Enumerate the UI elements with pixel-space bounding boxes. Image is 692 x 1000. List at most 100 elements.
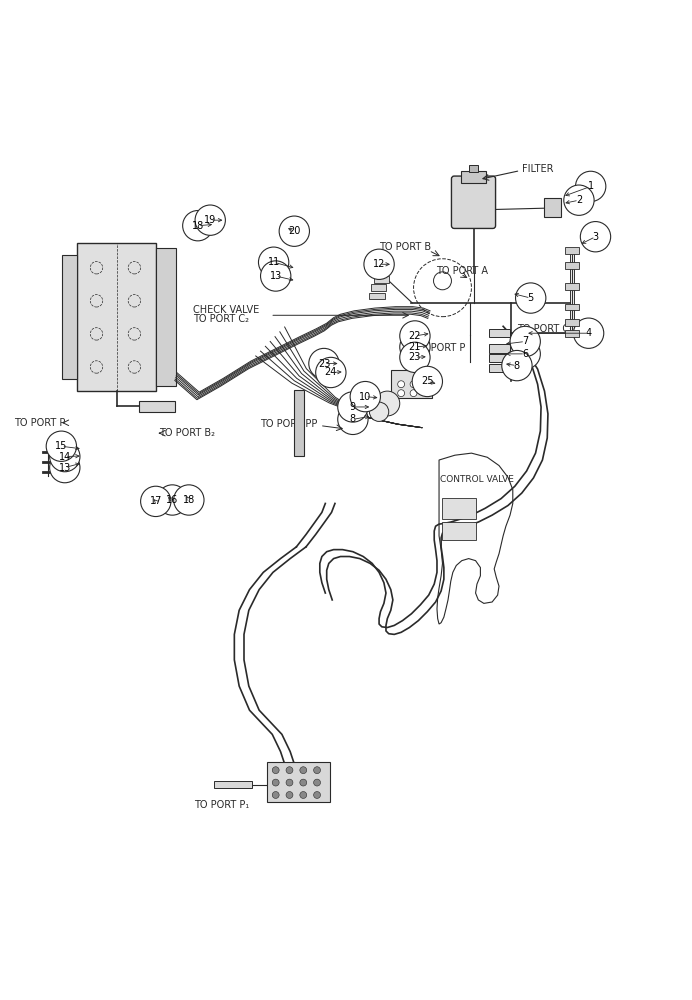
Bar xyxy=(565,247,579,254)
Circle shape xyxy=(516,283,546,313)
Circle shape xyxy=(286,779,293,786)
Text: 15: 15 xyxy=(55,441,68,451)
Circle shape xyxy=(300,767,307,774)
Text: TO PORT B₂: TO PORT B₂ xyxy=(158,428,215,438)
FancyBboxPatch shape xyxy=(451,176,495,228)
Bar xyxy=(374,276,389,283)
Bar xyxy=(545,198,561,217)
Circle shape xyxy=(50,441,80,472)
Text: 1: 1 xyxy=(588,181,594,191)
Circle shape xyxy=(510,326,540,357)
Circle shape xyxy=(581,222,610,252)
Circle shape xyxy=(286,767,293,774)
Text: 8: 8 xyxy=(514,361,520,371)
Text: 6: 6 xyxy=(522,349,528,359)
Text: 24: 24 xyxy=(325,367,337,377)
Circle shape xyxy=(400,321,430,351)
Circle shape xyxy=(510,339,540,369)
Bar xyxy=(266,762,330,802)
Bar xyxy=(214,781,252,788)
Text: 7: 7 xyxy=(522,336,528,346)
Text: TO PORT P: TO PORT P xyxy=(414,343,465,353)
Bar xyxy=(294,390,304,456)
Text: FILTER: FILTER xyxy=(522,164,553,174)
Circle shape xyxy=(400,332,430,362)
Bar xyxy=(442,522,475,540)
Text: 14: 14 xyxy=(59,452,71,462)
Text: TO PORT P₁: TO PORT P₁ xyxy=(194,800,250,810)
Circle shape xyxy=(313,792,320,798)
Text: 17: 17 xyxy=(149,496,162,506)
Circle shape xyxy=(350,381,381,412)
Bar xyxy=(489,364,510,372)
Circle shape xyxy=(412,366,442,397)
Text: TO PORT PP: TO PORT PP xyxy=(260,419,317,429)
Bar xyxy=(565,319,579,326)
Circle shape xyxy=(564,185,594,215)
Bar xyxy=(489,329,510,337)
Bar xyxy=(62,255,78,379)
Circle shape xyxy=(195,205,226,235)
Circle shape xyxy=(174,485,204,515)
Bar xyxy=(565,262,579,269)
Text: 4: 4 xyxy=(585,328,592,338)
Text: TO PORT P: TO PORT P xyxy=(14,418,65,428)
Circle shape xyxy=(309,348,339,379)
Text: 23: 23 xyxy=(409,352,421,362)
Circle shape xyxy=(400,342,430,372)
Text: TO PORT C₁: TO PORT C₁ xyxy=(517,324,573,334)
Bar xyxy=(156,248,176,386)
Text: 8: 8 xyxy=(350,414,356,424)
Circle shape xyxy=(364,249,394,279)
Text: 10: 10 xyxy=(359,392,372,402)
Circle shape xyxy=(286,792,293,798)
Circle shape xyxy=(183,211,213,241)
Text: 19: 19 xyxy=(204,215,217,225)
Circle shape xyxy=(140,486,171,517)
Circle shape xyxy=(410,390,417,397)
Circle shape xyxy=(260,261,291,291)
Circle shape xyxy=(50,452,80,483)
Circle shape xyxy=(313,779,320,786)
Bar xyxy=(489,344,510,353)
Text: 3: 3 xyxy=(592,232,599,242)
Circle shape xyxy=(576,171,606,202)
Text: TO PORT B: TO PORT B xyxy=(379,242,431,252)
Circle shape xyxy=(410,381,417,388)
Text: 16: 16 xyxy=(166,495,179,505)
Circle shape xyxy=(375,391,400,416)
Circle shape xyxy=(272,779,279,786)
Text: 22: 22 xyxy=(409,331,421,341)
Text: 18: 18 xyxy=(192,221,204,231)
Text: 2: 2 xyxy=(576,195,582,205)
Circle shape xyxy=(338,392,368,422)
Text: 13: 13 xyxy=(270,271,282,281)
Circle shape xyxy=(259,247,289,277)
Circle shape xyxy=(398,390,405,397)
Bar xyxy=(468,165,478,172)
Bar xyxy=(565,283,579,290)
Circle shape xyxy=(272,767,279,774)
Bar xyxy=(370,293,385,299)
Text: CHECK VALVE: CHECK VALVE xyxy=(193,305,260,315)
Circle shape xyxy=(338,404,368,435)
Circle shape xyxy=(46,431,77,461)
Text: 13: 13 xyxy=(59,463,71,473)
Circle shape xyxy=(313,767,320,774)
Circle shape xyxy=(502,350,532,381)
Text: 25: 25 xyxy=(421,376,434,386)
Bar xyxy=(565,304,579,310)
Circle shape xyxy=(300,792,307,798)
Bar xyxy=(139,401,175,412)
Circle shape xyxy=(272,792,279,798)
Circle shape xyxy=(574,318,603,348)
Text: CONTROL VALVE: CONTROL VALVE xyxy=(440,475,514,484)
Circle shape xyxy=(398,381,405,388)
Circle shape xyxy=(300,779,307,786)
Text: 9: 9 xyxy=(350,402,356,412)
Text: 5: 5 xyxy=(527,293,534,303)
Text: TO PORT A: TO PORT A xyxy=(435,266,488,276)
Text: 21: 21 xyxy=(409,342,421,352)
Text: 12: 12 xyxy=(373,259,385,269)
Circle shape xyxy=(316,357,346,388)
